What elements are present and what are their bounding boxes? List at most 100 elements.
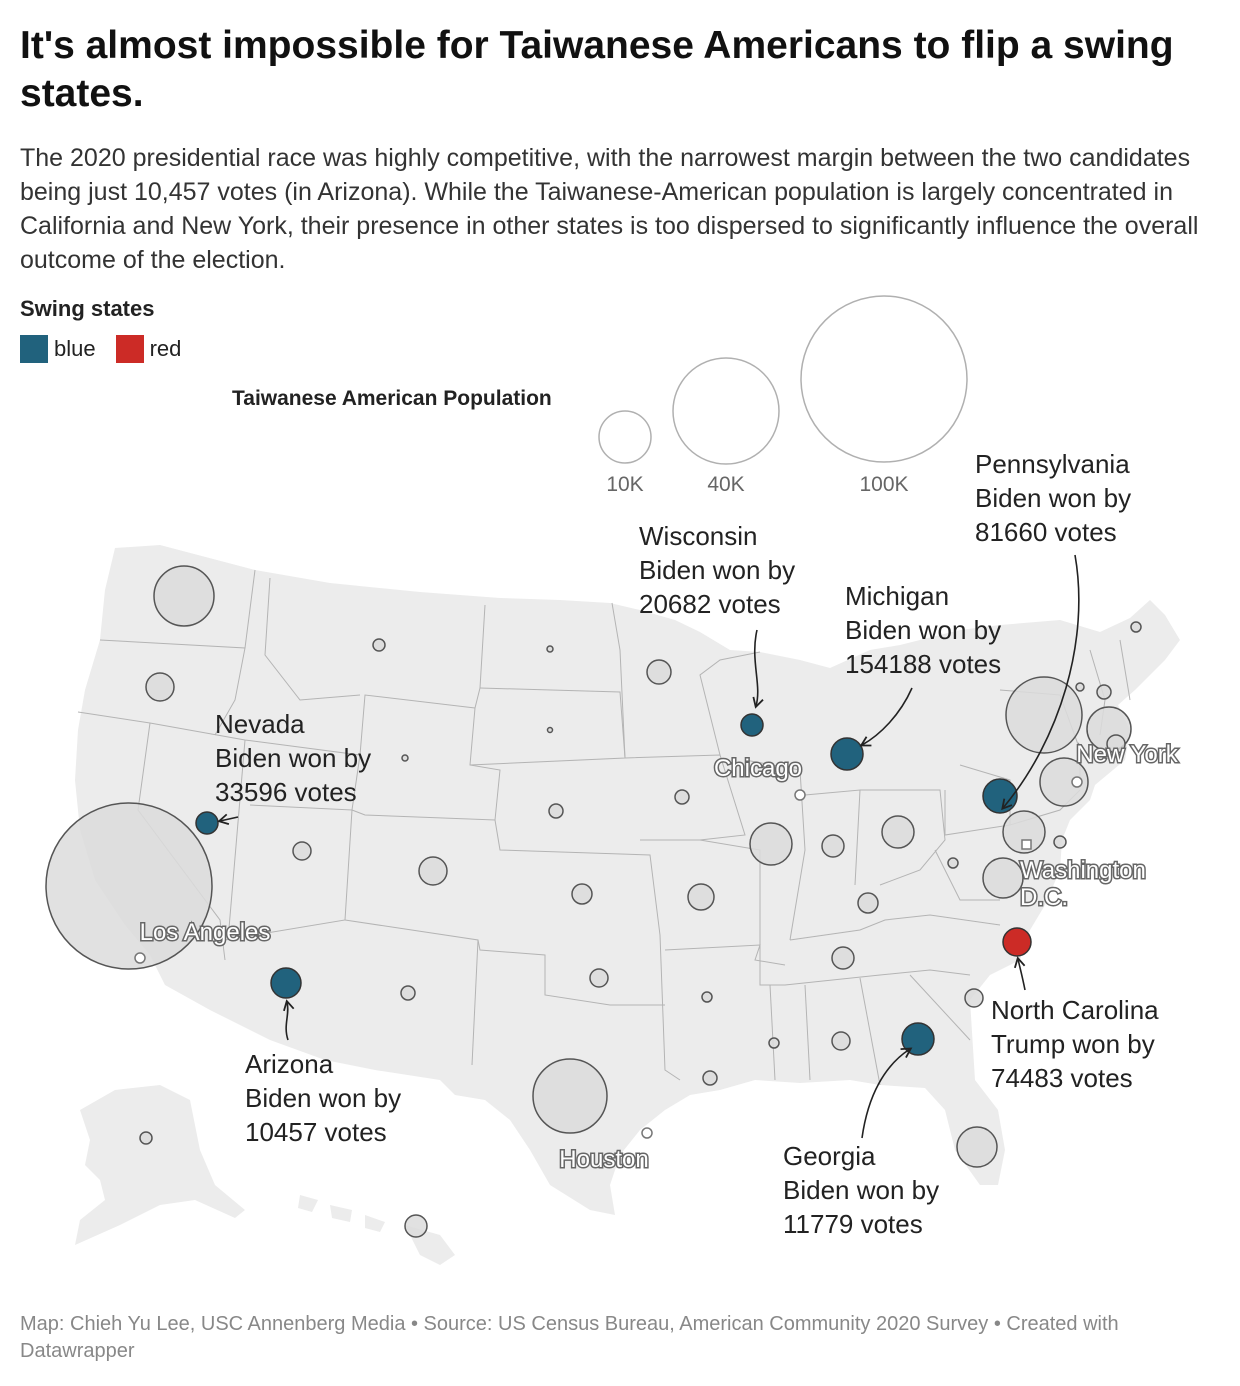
bubble-oregon (145, 672, 175, 702)
annotation-michigan-line2: Biden won by (845, 615, 1001, 645)
bubble-iowa (674, 789, 690, 805)
annotation-michigan-line3: 154188 votes (845, 649, 1001, 679)
bubble-montana (372, 638, 386, 652)
legend-swatch-red (115, 335, 144, 363)
arrow-pennsylvania (1001, 554, 1080, 811)
bubble-new-york (1005, 676, 1083, 754)
annotation-arrows (217, 554, 1080, 1139)
new-york-marker (1071, 776, 1083, 788)
swing-state-bubbles (195, 713, 1032, 1056)
city-label-new-york: New York (1076, 741, 1178, 768)
legend-swatch-blue (20, 335, 48, 363)
annotation-arizona-line2: Biden won by (245, 1083, 401, 1113)
city-markers (134, 776, 1083, 1139)
legend-label-red: red (149, 336, 182, 361)
city-label-los-angeles: Los Angeles (140, 919, 271, 946)
chicago-marker (794, 789, 806, 801)
bubble-north-dakota (546, 645, 554, 653)
city-label-washington-dc-line2: D.C. (1020, 884, 1068, 911)
bubble-wisconsin (740, 713, 764, 737)
arrow-nevada (217, 813, 239, 826)
bubble-north-carolina (1002, 927, 1032, 957)
bubble-minnesota (646, 659, 672, 685)
legend-label-blue: blue (54, 336, 96, 361)
bubble-colorado (418, 856, 448, 886)
bubble-maine (1130, 621, 1142, 633)
annotation-georgia-line2: Biden won by (783, 1175, 939, 1205)
bubble-illinois (749, 822, 793, 866)
size-legend-label-40k: 40K (707, 473, 744, 496)
annotation-michigan-state: Michigan (845, 581, 949, 611)
annotation-arizona: Arizona Biden won by 10457 votes (245, 1049, 408, 1147)
annotation-arizona-line3: 10457 votes (245, 1117, 387, 1147)
annotation-wisconsin-state: Wisconsin (639, 521, 757, 551)
houston-marker (641, 1127, 653, 1139)
bubble-washington (153, 565, 215, 627)
bubble-kansas (571, 883, 593, 905)
hawaii (298, 1195, 455, 1265)
annotation-north-carolina-line3: 74483 votes (991, 1063, 1133, 1093)
bubble-new-jersey (1039, 757, 1089, 807)
city-label-chicago: Chicago (714, 755, 802, 782)
chart-subtitle: The 2020 presidential race was highly co… (20, 144, 1199, 274)
annotation-pennsylvania-state: Pennsylvania (975, 449, 1130, 479)
legend-title: Swing states (20, 296, 155, 321)
bubble-louisiana (702, 1070, 718, 1086)
annotation-north-carolina-state: North Carolina (991, 995, 1159, 1025)
bubble-indiana (821, 834, 845, 858)
arrow-georgia (861, 1047, 913, 1139)
bubble-alabama (831, 1031, 851, 1051)
color-legend: blue red (20, 335, 201, 363)
size-legend-label-100k: 100K (859, 473, 908, 496)
alaska (75, 1085, 245, 1245)
annotation-nevada-line2: Biden won by (215, 743, 371, 773)
bubble-arizona (270, 967, 302, 999)
annotation-nevada-state: Nevada (215, 709, 305, 739)
bubble-michigan (830, 737, 864, 771)
bubble-utah (292, 841, 312, 861)
annotations: Pennsylvania Biden won by 81660 votes Wi… (215, 449, 1159, 1239)
bubble-new-hampshire (1096, 684, 1112, 700)
los-angeles-marker (134, 952, 146, 964)
bubble-nevada (195, 811, 219, 835)
bubble-west-virginia (947, 857, 959, 869)
bubble-tennessee (831, 946, 855, 970)
bubble-kentucky (857, 892, 879, 914)
annotation-georgia-line3: 11779 votes (783, 1209, 923, 1239)
bubble-hawaii (404, 1214, 428, 1238)
city-label-washington-dc-line1: Washington (1020, 857, 1146, 884)
annotation-north-carolina-line2: Trump won by (991, 1029, 1155, 1059)
bubble-vermont (1075, 682, 1085, 692)
us-map: Taiwanese American Population 10K 40K 10… (45, 295, 1180, 1265)
size-legend-circle-10k (598, 410, 652, 464)
arrow-arizona (283, 999, 295, 1041)
washington-dc-marker (1021, 839, 1032, 850)
annotation-georgia: Georgia Biden won by 11779 votes (783, 1141, 946, 1239)
footer-credits: Map: Chieh Yu Lee, USC Annenberg Media •… (20, 1313, 1119, 1362)
annotation-wisconsin-line3: 20682 votes (639, 589, 781, 619)
annotation-arizona-state: Arizona (245, 1049, 334, 1079)
bubble-oklahoma (589, 968, 609, 988)
bubble-missouri (687, 883, 715, 911)
chart-title: It's almost impossible for Taiwanese Ame… (20, 24, 1174, 115)
city-label-washington-dc: Washington D.C. (1020, 857, 1153, 911)
arrow-wisconsin (752, 629, 764, 709)
annotation-georgia-state: Georgia (783, 1141, 876, 1171)
annotation-pennsylvania-line2: Biden won by (975, 483, 1131, 513)
annotation-pennsylvania: Pennsylvania Biden won by 81660 votes (975, 449, 1138, 547)
bubble-ohio (881, 815, 915, 849)
annotation-michigan: Michigan Biden won by 154188 votes (845, 581, 1008, 679)
annotation-wisconsin: Wisconsin Biden won by 20682 votes (639, 521, 802, 619)
bubble-georgia (901, 1022, 935, 1056)
bubble-florida (956, 1126, 998, 1168)
bubble-texas (532, 1058, 608, 1134)
bubble-alaska (139, 1131, 153, 1145)
city-labels: Chicago New York Washington D.C. Los Ang… (138, 740, 1180, 1175)
arrow-michigan (859, 687, 913, 747)
bubble-california (45, 802, 213, 970)
annotation-pennsylvania-line3: 81660 votes (975, 517, 1117, 547)
annotation-nevada: Nevada Biden won by 33596 votes (215, 709, 378, 807)
size-legend-circle-40k (672, 357, 780, 465)
bubble-wyoming (401, 754, 409, 762)
bubble-connecticut (1106, 734, 1126, 754)
